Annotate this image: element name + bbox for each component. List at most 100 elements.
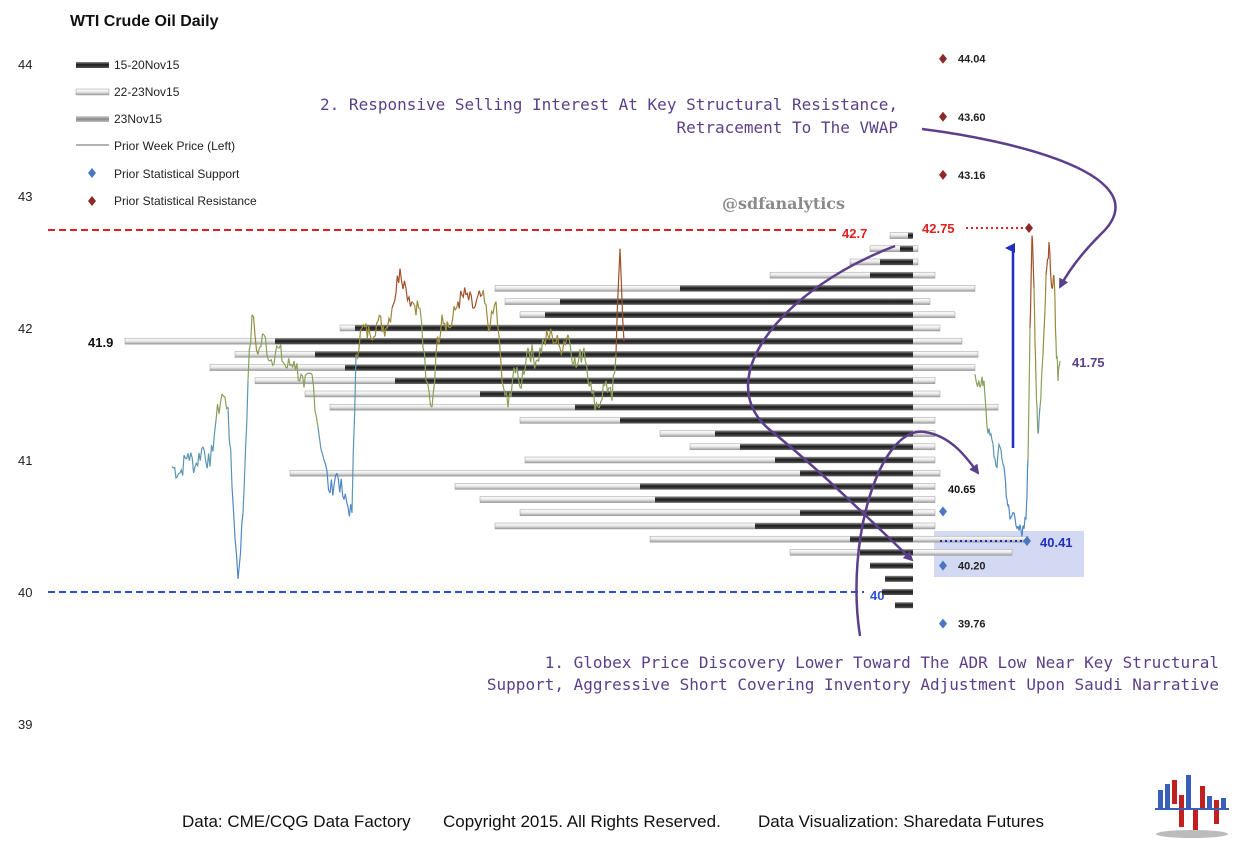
legend-label: Prior Statistical Support — [114, 167, 240, 181]
legend-label: 23Nov15 — [114, 112, 162, 126]
price-segment — [449, 301, 459, 329]
price-segment-current — [1057, 360, 1061, 381]
resistance-reference-label: 42.7 — [842, 226, 867, 241]
resistance-diamond — [939, 169, 947, 180]
price-segment — [543, 328, 553, 347]
profile-bar-22-23nov15 — [519, 509, 936, 517]
price-segment-current — [979, 376, 985, 388]
annotation-1-line1: 1. Globex Price Discovery Lower Toward T… — [545, 653, 1219, 672]
price-segment — [323, 459, 331, 494]
price-segment — [489, 301, 497, 329]
price-segment — [251, 314, 259, 355]
high-red-diamond — [1025, 223, 1033, 233]
price-segment — [473, 290, 483, 309]
profile-bar-15-20nov15 — [885, 575, 913, 582]
profile-bar-15-20nov15 — [800, 509, 913, 516]
profile-bar-15-20nov15 — [850, 536, 913, 543]
price-segment — [317, 426, 325, 461]
price-segment — [481, 290, 491, 332]
support-diamond — [939, 618, 947, 629]
profile-bar-15-20nov15 — [895, 602, 913, 609]
price-segment — [501, 380, 509, 408]
annotation-arrow-2 — [921, 127, 1117, 289]
legend: 15-20Nov15 22-23Nov15 23Nov15 Prior Week… — [75, 58, 257, 208]
profile-bar-15-20nov15 — [315, 351, 913, 358]
level-label-40-65: 40.65 — [948, 484, 976, 496]
price-segment-current — [974, 374, 981, 388]
legend-label: Prior Week Price (Left) — [114, 139, 235, 153]
profile-bar-15-20nov15 — [775, 457, 913, 463]
annotation-arrow-1b — [747, 244, 914, 562]
profile-bar-15-20nov15 — [345, 364, 913, 371]
price-segment-current — [1039, 354, 1044, 408]
level-label-41-75: 41.75 — [1072, 355, 1105, 370]
price-segment-current — [995, 442, 1001, 469]
profile-bar-15-20nov15 — [545, 311, 913, 318]
price-segment-current — [1027, 327, 1031, 461]
price-segment — [559, 334, 569, 357]
profile-bar-15-20nov15 — [620, 417, 913, 424]
price-segment-current — [1003, 466, 1008, 500]
price-segment — [435, 314, 443, 355]
price-segment-current — [1009, 512, 1015, 520]
legend-swatch-light-bar — [75, 88, 110, 96]
price-segment — [567, 334, 577, 368]
legend-swatch-mid-bar — [76, 116, 109, 122]
price-segment — [519, 347, 529, 390]
footer-source: Data: CME/CQG Data Factory — [182, 812, 411, 831]
y-tick-label: 42 — [18, 321, 32, 336]
support-reference-label: 40 — [870, 588, 884, 603]
resistance-level-label: 43.16 — [958, 170, 986, 182]
annotation-arrow-1a — [855, 430, 980, 637]
chart-title: WTI Crude Oil Daily — [70, 13, 219, 30]
annotation-2-line2: Retracement To The VWAP — [676, 118, 898, 137]
profile-bar-15-20nov15 — [755, 523, 913, 529]
price-segment-current — [1053, 275, 1057, 342]
statistical-levels: 44.04 43.60 43.16 40.20 39.76 — [939, 53, 986, 631]
price-segment — [329, 472, 338, 496]
price-segment — [215, 393, 223, 421]
price-segment — [441, 314, 451, 332]
profile-bar-15-20nov15 — [655, 496, 913, 503]
price-segment — [551, 334, 561, 349]
price-segment-current — [1033, 288, 1037, 381]
footer-copyright: Copyright 2015. All Rights Reserved. — [443, 812, 721, 831]
resistance-level-label: 43.60 — [958, 112, 986, 124]
legend-swatch-blue-diamond — [88, 168, 96, 178]
price-segment — [237, 512, 244, 579]
price-segment — [285, 358, 295, 369]
price-segment — [605, 380, 613, 401]
price-segment — [411, 300, 421, 316]
profile-bar-15-20nov15 — [560, 298, 913, 305]
low-blue-diamond — [1023, 536, 1031, 546]
profile-bar-15-20nov15 — [715, 430, 913, 437]
profile-bar-15-20nov15 — [680, 285, 913, 292]
legend-label: 22-23Nov15 — [114, 85, 180, 99]
price-segment — [311, 374, 319, 428]
price-segment — [391, 268, 401, 309]
resistance-level-label: 44.04 — [958, 54, 986, 66]
price-segment — [457, 287, 467, 309]
price-segment — [221, 393, 229, 410]
annotation-1-line2: Support, Aggressive Short Covering Inven… — [487, 675, 1219, 694]
level-label-42-75: 42.75 — [922, 221, 955, 236]
price-segment — [179, 453, 189, 476]
price-segment — [242, 380, 249, 513]
y-tick-label: 41 — [18, 453, 32, 468]
price-segment-current — [1013, 512, 1019, 530]
profile-bar-15-20nov15 — [908, 232, 913, 239]
price-segment-current — [1035, 380, 1039, 434]
price-segment — [336, 473, 345, 500]
price-segment-current — [1048, 242, 1053, 289]
price-segment-current — [1045, 242, 1050, 276]
price-segment — [419, 308, 427, 381]
level-label-41-9: 41.9 — [88, 335, 113, 350]
price-segment — [277, 344, 287, 368]
price-segment — [495, 301, 503, 381]
price-segment — [399, 268, 407, 290]
price-segment — [527, 344, 537, 369]
price-segment-current — [1029, 235, 1033, 329]
support-diamond — [939, 560, 947, 571]
profile-bar-15-20nov15 — [740, 443, 913, 450]
